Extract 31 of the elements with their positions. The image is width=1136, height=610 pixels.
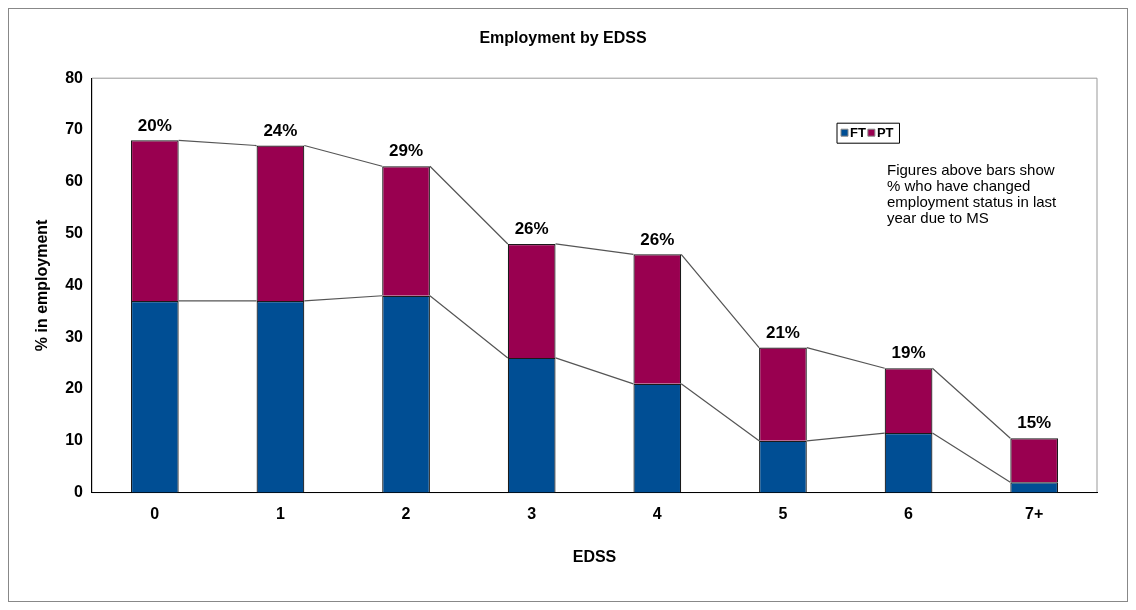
annotation: Figures above bars show % who have changed employment status in last year due to MS <box>887 160 1058 226</box>
y-tick-label: 60 <box>65 172 84 190</box>
x-tick-label: 7+ <box>1025 504 1044 522</box>
y-tick-label: 10 <box>65 431 84 449</box>
annotation: 29% <box>389 141 424 161</box>
legend-label: FT <box>850 124 866 140</box>
x-tick-label: 0 <box>150 504 160 522</box>
x-tick-label: 4 <box>652 504 662 522</box>
x-tick-label: 2 <box>401 504 411 522</box>
annotation: 15% <box>1017 413 1052 433</box>
x-tick-label: 6 <box>904 504 914 522</box>
annotation: 26% <box>514 219 549 239</box>
chart-title: Employment by EDSS <box>479 29 647 47</box>
x-axis-title: EDSS <box>572 547 617 565</box>
x-tick-label: 3 <box>527 504 537 522</box>
x-tick-label: 5 <box>778 504 788 522</box>
y-tick-label: 20 <box>65 379 84 397</box>
y-tick-label: 0 <box>74 483 84 501</box>
y-tick-label: 80 <box>65 68 84 86</box>
legend-label: PT <box>876 124 894 140</box>
annotation: 20% <box>137 115 172 135</box>
annotation: 21% <box>765 322 800 342</box>
annotation: 24% <box>263 120 298 140</box>
x-tick-label: 1 <box>275 504 285 522</box>
y-tick-label: 40 <box>65 275 84 293</box>
annotation: 19% <box>891 343 926 363</box>
y-tick-label: 30 <box>65 327 84 345</box>
annotation: 26% <box>640 229 675 249</box>
y-axis-title: % in employment <box>33 218 51 352</box>
y-tick-label: 70 <box>65 120 84 138</box>
y-tick-label: 50 <box>65 224 84 242</box>
